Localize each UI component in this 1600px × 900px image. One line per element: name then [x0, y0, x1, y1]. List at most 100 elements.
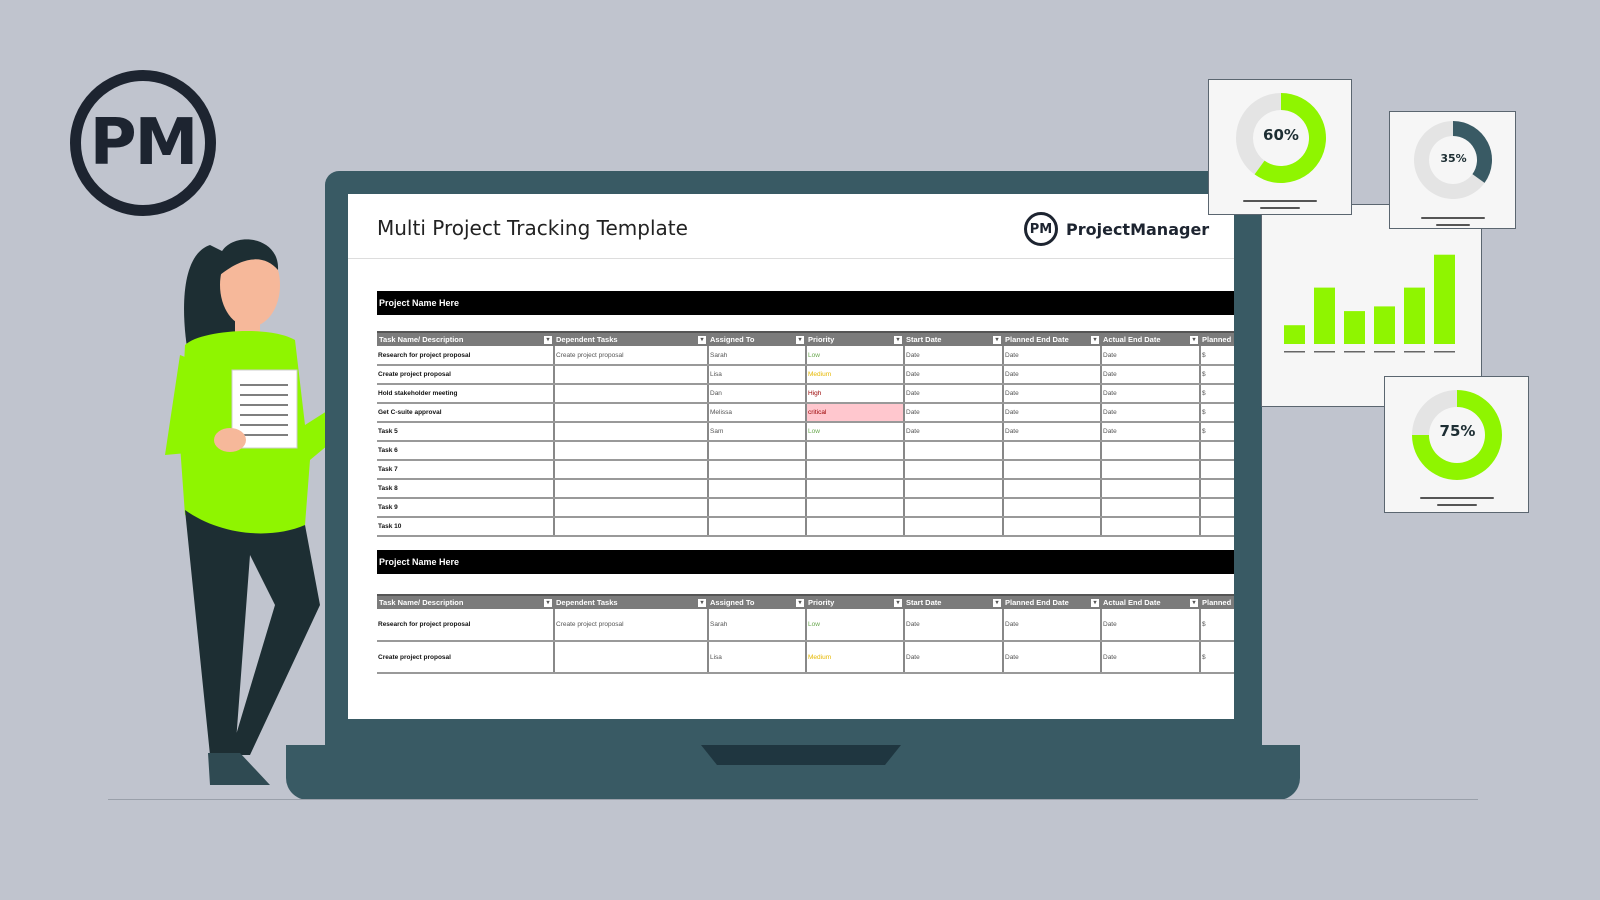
table-cell[interactable]: Date — [1003, 365, 1102, 385]
column-header[interactable]: Planned — [1200, 594, 1234, 609]
table-cell[interactable] — [904, 517, 1004, 537]
table-cell[interactable] — [806, 517, 905, 537]
table-cell[interactable]: Task 5 — [377, 422, 555, 442]
table-cell[interactable] — [806, 479, 905, 499]
table-cell[interactable] — [554, 517, 709, 537]
table-cell[interactable]: Date — [904, 422, 1004, 442]
table-cell[interactable] — [1003, 479, 1102, 499]
table-cell[interactable] — [1003, 498, 1102, 518]
table-cell[interactable] — [806, 460, 905, 480]
table-cell[interactable] — [554, 460, 709, 480]
column-header[interactable]: Assigned To ▾ — [708, 331, 806, 346]
table-cell[interactable]: Task 6 — [377, 441, 555, 461]
column-header[interactable]: Dependent Tasks ▾ — [554, 331, 708, 346]
table-cell[interactable]: Date — [904, 384, 1004, 404]
table-cell[interactable]: Date — [1101, 641, 1201, 674]
table-cell[interactable] — [554, 441, 709, 461]
filter-dropdown-icon[interactable]: ▾ — [1091, 599, 1099, 607]
filter-dropdown-icon[interactable]: ▾ — [1091, 336, 1099, 344]
filter-dropdown-icon[interactable]: ▾ — [796, 599, 804, 607]
table-cell[interactable]: Date — [1101, 609, 1201, 642]
filter-dropdown-icon[interactable]: ▾ — [544, 599, 552, 607]
table-cell[interactable]: $ — [1200, 346, 1234, 366]
table-cell[interactable] — [1003, 460, 1102, 480]
table-cell[interactable]: Date — [904, 609, 1004, 642]
table-cell[interactable] — [1101, 517, 1201, 537]
table-cell[interactable]: Sam — [708, 422, 807, 442]
filter-dropdown-icon[interactable]: ▾ — [698, 599, 706, 607]
table-cell[interactable]: Date — [904, 641, 1004, 674]
table-cell[interactable]: Date — [904, 365, 1004, 385]
table-cell[interactable] — [1101, 441, 1201, 461]
table-cell[interactable] — [806, 441, 905, 461]
table-cell[interactable] — [1101, 460, 1201, 480]
column-header[interactable]: Start Date ▾ — [904, 331, 1003, 346]
table-cell[interactable]: critical — [806, 403, 905, 423]
filter-dropdown-icon[interactable]: ▾ — [698, 336, 706, 344]
table-cell[interactable]: Date — [1003, 403, 1102, 423]
table-cell[interactable] — [708, 441, 807, 461]
table-cell[interactable]: Date — [904, 403, 1004, 423]
table-cell[interactable] — [1200, 441, 1234, 461]
table-cell[interactable]: Create project proposal — [377, 641, 555, 674]
table-cell[interactable]: Low — [806, 422, 905, 442]
table-cell[interactable] — [904, 441, 1004, 461]
table-cell[interactable]: Date — [1101, 422, 1201, 442]
table-cell[interactable]: $ — [1200, 609, 1234, 642]
filter-dropdown-icon[interactable]: ▾ — [894, 599, 902, 607]
table-cell[interactable] — [1200, 517, 1234, 537]
table-cell[interactable]: Sarah — [708, 346, 807, 366]
table-cell[interactable] — [1200, 460, 1234, 480]
table-cell[interactable] — [708, 460, 807, 480]
table-cell[interactable]: Date — [1101, 403, 1201, 423]
table-cell[interactable]: Date — [1003, 609, 1102, 642]
table-cell[interactable]: Research for project proposal — [377, 609, 555, 642]
table-cell[interactable] — [554, 384, 709, 404]
table-cell[interactable]: Date — [1003, 422, 1102, 442]
column-header[interactable]: Actual End Date ▾ — [1101, 331, 1200, 346]
table-cell[interactable]: Create project proposal — [377, 365, 555, 385]
table-cell[interactable] — [904, 460, 1004, 480]
table-cell[interactable] — [904, 498, 1004, 518]
table-cell[interactable] — [554, 498, 709, 518]
filter-dropdown-icon[interactable]: ▾ — [993, 599, 1001, 607]
table-cell[interactable]: Date — [1003, 641, 1102, 674]
table-cell[interactable] — [554, 641, 709, 674]
table-cell[interactable] — [1101, 498, 1201, 518]
table-cell[interactable]: Task 7 — [377, 460, 555, 480]
table-cell[interactable]: $ — [1200, 641, 1234, 674]
column-header[interactable]: Actual End Date ▾ — [1101, 594, 1200, 609]
filter-dropdown-icon[interactable]: ▾ — [796, 336, 804, 344]
table-cell[interactable] — [1200, 479, 1234, 499]
table-cell[interactable]: Medium — [806, 365, 905, 385]
column-header[interactable]: Planned End Date ▾ — [1003, 331, 1101, 346]
table-cell[interactable] — [1200, 498, 1234, 518]
table-cell[interactable]: Low — [806, 609, 905, 642]
table-cell[interactable]: Medium — [806, 641, 905, 674]
column-header[interactable]: Planned End Date ▾ — [1003, 594, 1101, 609]
table-cell[interactable]: $ — [1200, 403, 1234, 423]
table-cell[interactable] — [904, 479, 1004, 499]
column-header[interactable]: Planned — [1200, 331, 1234, 346]
table-cell[interactable] — [708, 517, 807, 537]
filter-dropdown-icon[interactable]: ▾ — [894, 336, 902, 344]
table-cell[interactable]: Task 8 — [377, 479, 555, 499]
table-cell[interactable]: Date — [904, 346, 1004, 366]
table-cell[interactable] — [554, 479, 709, 499]
table-cell[interactable]: Sarah — [708, 609, 807, 642]
table-cell[interactable]: Research for project proposal — [377, 346, 555, 366]
table-cell[interactable] — [554, 403, 709, 423]
column-header[interactable]: Priority ▾ — [806, 594, 904, 609]
table-cell[interactable] — [708, 479, 807, 499]
table-cell[interactable]: Lisa — [708, 641, 807, 674]
table-cell[interactable]: Create project proposal — [554, 346, 709, 366]
table-cell[interactable]: Task 9 — [377, 498, 555, 518]
filter-dropdown-icon[interactable]: ▾ — [1190, 599, 1198, 607]
table-cell[interactable]: Date — [1101, 384, 1201, 404]
table-cell[interactable] — [708, 498, 807, 518]
table-cell[interactable]: Date — [1003, 346, 1102, 366]
table-cell[interactable]: $ — [1200, 365, 1234, 385]
column-header[interactable]: Assigned To ▾ — [708, 594, 806, 609]
table-cell[interactable]: Date — [1101, 346, 1201, 366]
table-cell[interactable]: Date — [1101, 365, 1201, 385]
